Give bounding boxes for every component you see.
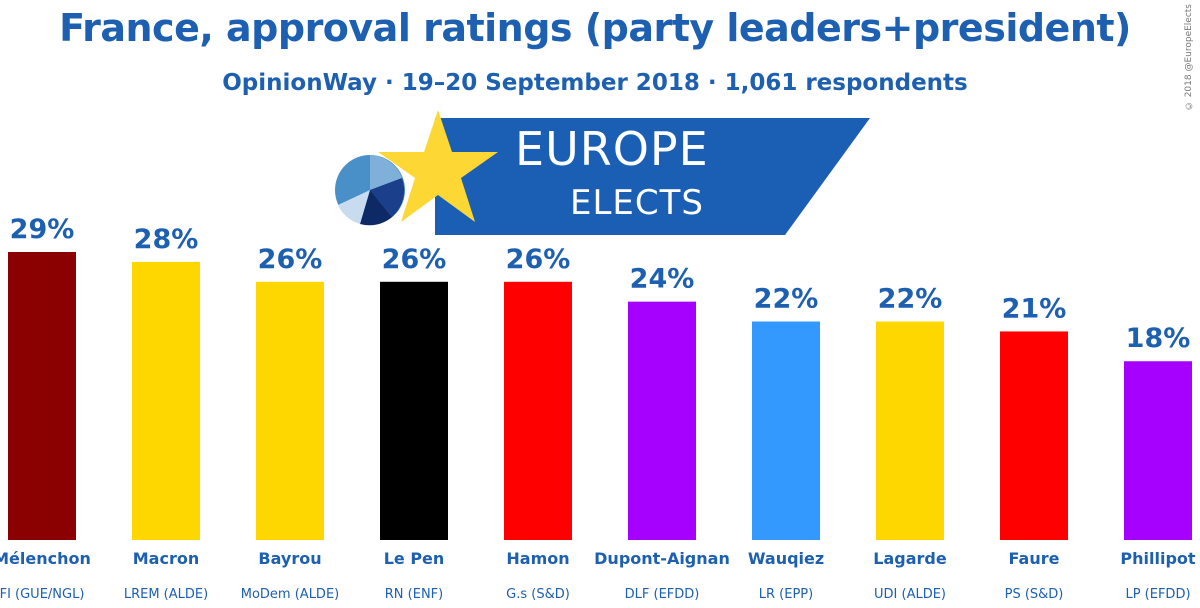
category-label-5: Dupont-Aignan xyxy=(594,549,730,568)
category-label-4: Hamon xyxy=(506,549,569,568)
category-label-8: Faure xyxy=(1009,549,1060,568)
chart-subtitle: OpinionWay · 19–20 September 2018 · 1,06… xyxy=(222,70,968,96)
category-label-2: Bayrou xyxy=(258,549,321,568)
bar-9 xyxy=(1124,361,1192,540)
logo-text-europe: EUROPE xyxy=(515,122,709,176)
bar-0 xyxy=(8,252,76,540)
value-label-4: 26% xyxy=(506,244,571,275)
bar-7 xyxy=(876,321,944,540)
bar-3 xyxy=(380,281,448,540)
category-label-3: Le Pen xyxy=(384,549,445,568)
logo-banner xyxy=(435,118,870,235)
logo-star-icon xyxy=(378,110,498,222)
value-label-3: 26% xyxy=(382,244,447,275)
category-label-1: Macron xyxy=(133,549,199,568)
bar-8 xyxy=(1000,331,1068,540)
party-label-5: DLF (EFDD) xyxy=(625,587,700,602)
category-label-7: Lagarde xyxy=(873,549,947,568)
party-label-4: G.s (S&D) xyxy=(506,587,570,602)
party-label-3: RN (ENF) xyxy=(385,587,443,602)
category-label-6: Wauqiez xyxy=(748,549,824,568)
value-label-7: 22% xyxy=(878,284,943,315)
party-label-6: LR (EPP) xyxy=(759,587,813,602)
value-label-9: 18% xyxy=(1126,323,1191,354)
bar-5 xyxy=(628,301,696,540)
party-label-9: LP (EFDD) xyxy=(1125,587,1190,602)
value-label-0: 29% xyxy=(10,214,75,245)
party-label-7: UDI (ALDE) xyxy=(874,587,946,602)
chart-title: France, approval ratings (party leaders+… xyxy=(59,6,1131,50)
party-label-0: FI (GUE/NGL) xyxy=(0,587,84,602)
category-label-9: Phillipot xyxy=(1120,549,1196,568)
value-label-6: 22% xyxy=(754,284,819,315)
party-label-1: LREM (ALDE) xyxy=(124,587,208,602)
bar-4 xyxy=(504,281,572,540)
bar-6 xyxy=(752,321,820,540)
logo-pie-icon xyxy=(335,155,405,226)
value-label-8: 21% xyxy=(1002,293,1067,324)
europe-elects-logo xyxy=(335,110,870,235)
party-label-8: PS (S&D) xyxy=(1005,587,1064,602)
value-label-2: 26% xyxy=(258,244,323,275)
logo-text-elects: ELECTS xyxy=(570,183,704,223)
category-label-0: Mélenchon xyxy=(0,549,91,568)
bar-2 xyxy=(256,281,324,540)
value-label-5: 24% xyxy=(630,264,695,295)
party-label-2: MoDem (ALDE) xyxy=(241,587,339,602)
value-label-1: 28% xyxy=(134,224,199,255)
bar-1 xyxy=(132,261,200,540)
